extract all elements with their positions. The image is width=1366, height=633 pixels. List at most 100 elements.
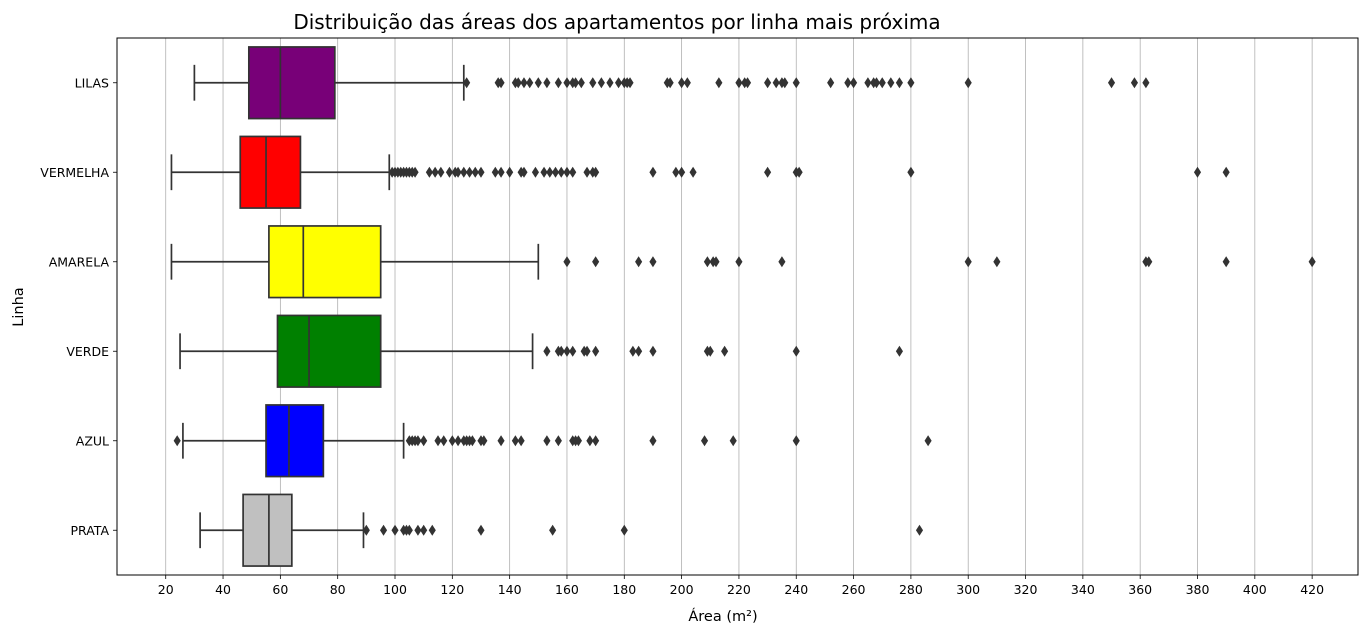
box-verde	[179, 314, 903, 388]
outlier-point	[520, 77, 528, 89]
outlier-point	[778, 256, 786, 268]
outlier-point	[1222, 166, 1230, 178]
outlier-point	[635, 345, 643, 357]
outlier-point	[792, 77, 800, 89]
outlier-point	[569, 166, 577, 178]
outlier-point	[463, 77, 471, 89]
outlier-point	[526, 77, 534, 89]
outlier-point	[615, 77, 623, 89]
box-series	[170, 46, 1316, 567]
outlier-point	[586, 435, 594, 447]
x-tick-label: 240	[784, 582, 808, 597]
x-tick-label: 320	[1014, 582, 1038, 597]
outlier-point	[706, 345, 714, 357]
x-axis-label: Área (m²)	[688, 608, 757, 625]
outlier-point	[583, 166, 591, 178]
outlier-point	[700, 435, 709, 447]
x-tick-label: 40	[215, 582, 231, 597]
outlier-point	[574, 435, 582, 447]
outlier-point	[683, 77, 691, 89]
y-tick-label: PRATA	[70, 523, 109, 538]
outlier-point	[511, 435, 519, 447]
x-tick-label: 120	[440, 582, 464, 597]
box-iqr	[268, 225, 382, 299]
outlier-point	[649, 166, 657, 178]
outlier-point	[362, 524, 370, 536]
x-tick-label: 360	[1128, 582, 1152, 597]
outlier-point	[477, 524, 485, 536]
box-iqr	[239, 135, 302, 209]
box-iqr	[242, 493, 293, 567]
outlier-point	[460, 166, 468, 178]
y-axis-label: Linha	[11, 287, 27, 326]
outlier-point	[557, 166, 565, 178]
outlier-point	[649, 345, 657, 357]
x-tick-label: 380	[1186, 582, 1210, 597]
outlier-point	[563, 345, 571, 357]
outlier-point	[465, 166, 474, 178]
box-amarela	[170, 225, 1316, 299]
box-lilas	[193, 46, 1150, 120]
outlier-point	[557, 345, 565, 357]
outlier-point	[735, 256, 743, 268]
outlier-point	[420, 435, 428, 447]
plot-frame	[116, 37, 1359, 576]
outlier-point	[666, 77, 674, 89]
outlier-point	[592, 166, 600, 178]
outlier-point	[549, 524, 557, 536]
outlier-point	[878, 77, 886, 89]
grid-lines	[165, 38, 1313, 575]
y-tick-label: LILAS	[75, 75, 109, 90]
y-tick-label: AZUL	[76, 433, 109, 448]
outlier-point	[589, 77, 597, 89]
box-iqr	[247, 46, 336, 120]
outlier-point	[534, 77, 542, 89]
outlier-point	[543, 77, 551, 89]
outlier-point	[620, 524, 628, 536]
outlier-point	[735, 77, 743, 89]
outlier-point	[907, 77, 915, 89]
outlier-point	[497, 435, 505, 447]
x-tick-label: 200	[670, 582, 694, 597]
y-tick-label: VERDE	[66, 344, 109, 359]
outlier-point	[173, 435, 181, 447]
outlier-point	[572, 77, 580, 89]
outlier-point	[964, 77, 972, 89]
x-tick-label: 220	[727, 582, 751, 597]
outlier-point	[729, 435, 737, 447]
outlier-point	[792, 435, 800, 447]
outlier-point	[924, 435, 932, 447]
outlier-point	[520, 166, 528, 178]
outlier-point	[411, 166, 419, 178]
chart-title: Distribuição das áreas dos apartamentos …	[293, 10, 940, 34]
outlier-point	[678, 77, 686, 89]
outlier-point	[827, 77, 835, 89]
x-tick-label: 20	[158, 582, 174, 597]
outlier-point	[592, 256, 600, 268]
x-tick-label: 180	[612, 582, 636, 597]
x-axis-ticks: 20 40 60 80 100 120 140 160 180 200 220 240 260 280 30…	[158, 575, 1324, 597]
outlier-point	[895, 77, 903, 89]
outlier-point	[506, 166, 514, 178]
x-tick-label: 300	[956, 582, 980, 597]
outlier-point	[514, 77, 522, 89]
outlier-point	[672, 166, 680, 178]
outlier-point	[414, 435, 422, 447]
outlier-point	[543, 345, 551, 357]
outlier-point	[915, 524, 924, 536]
outlier-point	[454, 166, 462, 178]
outlier-point	[649, 256, 657, 268]
outlier-point	[434, 435, 442, 447]
outlier-point	[431, 166, 439, 178]
outlier-point	[491, 166, 499, 178]
x-tick-label: 100	[383, 582, 407, 597]
outlier-point	[477, 166, 485, 178]
outlier-point	[887, 77, 895, 89]
outlier-point	[629, 345, 637, 357]
outlier-point	[583, 345, 591, 357]
x-tick-label: 280	[899, 582, 923, 597]
outlier-point	[448, 435, 456, 447]
outlier-point	[907, 166, 915, 178]
outlier-point	[569, 345, 577, 357]
outlier-point	[592, 435, 600, 447]
